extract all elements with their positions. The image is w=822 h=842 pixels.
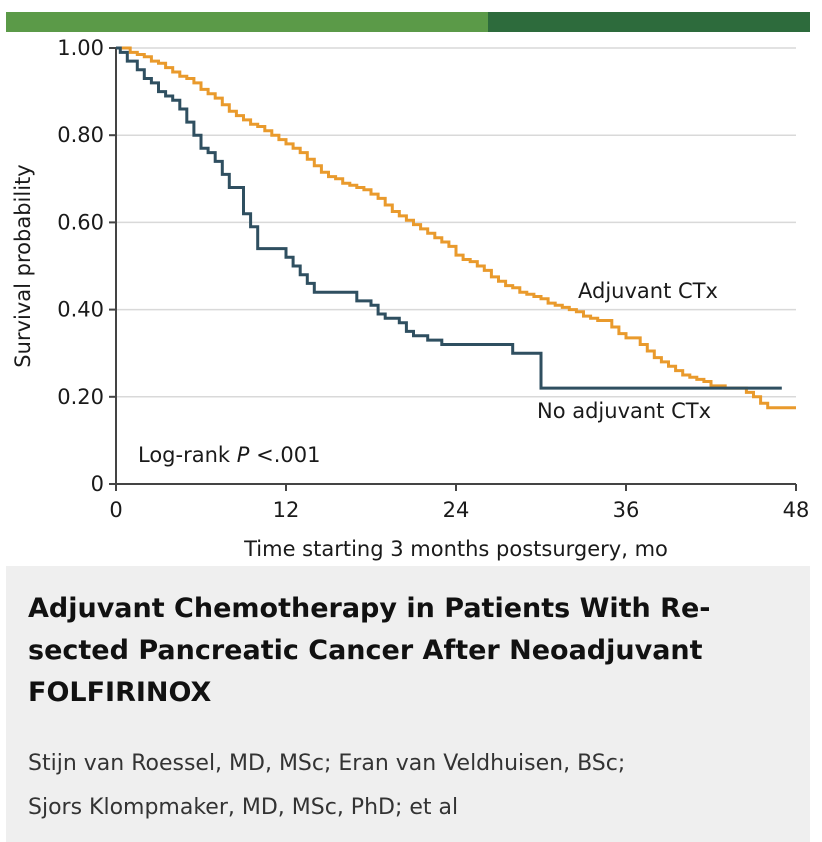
log-rank-prefix: Log-rank <box>138 443 237 467</box>
article-authors: Stijn van Roessel, MD, MSc; Eran van Vel… <box>28 742 788 830</box>
series-label-no-adjuvant: No adjuvant CTx <box>537 399 711 423</box>
x-tick-label-1: 12 <box>273 498 300 522</box>
gridlines <box>116 47 796 398</box>
article-caption: Adjuvant Chemotherapy in Patients With R… <box>6 566 810 842</box>
log-rank-p: P <box>237 443 250 467</box>
x-tick-label-4: 48 <box>783 498 810 522</box>
y-tick-label-0: 0 <box>91 472 104 496</box>
log-rank-annotation: Log-rank P <.001 <box>138 443 320 467</box>
no-adjuvant-ctx-curve <box>116 46 782 390</box>
authors-line-2: Sjors Klompmaker, MD, MSc, PhD; et al <box>28 795 459 820</box>
x-tick-label-3: 36 <box>613 498 640 522</box>
x-axis-label: Time starting 3 months postsurgery, mo <box>243 537 668 561</box>
y-tick-label-3: 0.60 <box>57 210 104 234</box>
y-tick-label-2: 0.40 <box>57 298 104 322</box>
header-bar-light-segment <box>6 12 488 32</box>
article-title: Adjuvant Chemotherapy in Patients With R… <box>28 593 711 708</box>
y-axis-label: Survival probability <box>11 164 35 367</box>
y-tick-label-4: 0.80 <box>57 123 104 147</box>
header-bar-dark-segment <box>488 12 810 32</box>
survival-curves <box>116 46 796 410</box>
y-tick-label-1: 0.20 <box>57 385 104 409</box>
axis-ticks: 0 0.20 0.40 0.60 0.80 1.00 0 12 24 36 48 <box>57 36 809 522</box>
series-label-adjuvant: Adjuvant CTx <box>578 279 718 303</box>
x-tick-label-0: 0 <box>109 498 122 522</box>
authors-line-1: Stijn van Roessel, MD, MSc; Eran van Vel… <box>28 751 626 776</box>
log-rank-value: <.001 <box>249 443 320 467</box>
survival-chart: 0 0.20 0.40 0.60 0.80 1.00 0 12 24 36 48 Adjuvant … <box>11 36 809 561</box>
header-color-bar <box>6 12 810 32</box>
adjuvant-ctx-curve <box>116 46 796 410</box>
x-tick-label-2: 24 <box>443 498 470 522</box>
y-tick-label-5: 1.00 <box>57 36 104 60</box>
